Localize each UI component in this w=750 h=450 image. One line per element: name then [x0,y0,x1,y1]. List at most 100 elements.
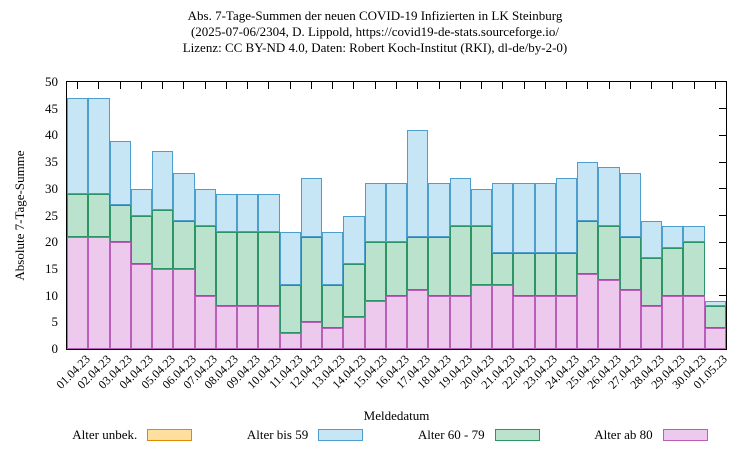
bar-segment [279,284,301,333]
y-tick-label: 35 [45,154,58,170]
bar-segment [704,327,726,349]
x-tick-mark [374,82,376,89]
legend-item: Alter unbek. [72,427,193,443]
x-tick-mark [98,82,100,89]
bar-segment [343,316,365,349]
bar-segment [449,295,471,349]
bar-segment [640,258,663,307]
bar-segment [470,188,493,227]
x-tick-mark [310,82,312,89]
y-tick-mark [719,241,726,243]
bar-segment [194,188,216,227]
bar-segment [343,215,365,264]
bar-segment [130,215,153,264]
legend-swatch [662,429,708,441]
y-tick-label: 15 [45,260,58,276]
bar-segment [449,178,471,227]
bar-segment [364,183,386,243]
bar-segment [152,151,174,211]
x-tick-mark [672,82,674,89]
y-tick-mark [719,295,726,297]
bar-segment [279,231,301,285]
y-tick-mark [719,215,726,216]
x-tick-mark [162,82,164,89]
bar-segment [237,194,259,232]
bar-segment [130,263,153,349]
chart-title-line-1: Abs. 7-Tage-Summen der neuen COVID-19 In… [187,8,563,23]
y-tick-label: 30 [45,180,58,196]
x-tick-mark [587,82,589,89]
bar-segment [577,162,599,221]
y-tick-mark [719,268,726,270]
x-axis-title: Meldedatum [363,408,430,423]
plot-area [66,81,727,350]
x-tick-mark [459,82,461,89]
bar-segment [428,295,450,349]
bar-segment [470,284,493,349]
bar-segment [662,226,684,248]
bar-segment [407,290,429,349]
y-tick-label: 0 [51,341,59,356]
bar-segment [704,300,726,307]
bar-segment [215,306,238,349]
y-tick-label: 25 [45,207,58,223]
bar-segment [279,332,301,349]
bar-segment [194,295,216,349]
legend-item: Alter bis 59 [247,427,364,443]
bar-segment [173,220,195,269]
x-tick-mark [714,82,716,89]
x-tick-mark [225,82,227,89]
bar-segment [173,268,195,349]
bar-segment [300,178,323,237]
chart-title-line-2: (2025-07-06/2304, D. Lippold, https://co… [190,24,560,39]
x-tick-mark [629,82,631,89]
bar-segment [215,194,238,232]
bar-segment [555,252,578,296]
bar-segment [88,194,110,237]
bar-segment [513,252,535,296]
x-tick-mark [396,82,397,89]
bar-segment [619,172,641,237]
bar-segment [534,252,556,296]
legend-label: Alter unbek. [72,427,138,442]
bar-segment [619,236,641,291]
bar-segment [662,295,684,349]
bar-segment [428,183,450,237]
bar-segment [88,236,110,349]
bar-segment [109,204,131,243]
x-tick-mark [438,82,440,89]
bar-segment [322,231,344,285]
bar-segment [322,327,344,349]
x-tick-mark [268,82,270,89]
x-tick-mark [247,82,249,89]
legend-item: Alter 60 - 79 [418,427,540,443]
bar-segment [640,220,663,259]
legend-swatch [318,429,364,441]
bar-segment [577,274,599,349]
bar-segment [385,242,408,296]
legend-item: Alter ab 80 [594,427,708,443]
chart-title: Abs. 7-Tage-Summen der neuen COVID-19 In… [0,8,750,56]
bar-segment [534,295,556,349]
x-tick-mark [523,82,525,89]
bar-segment [492,183,514,253]
bar-segment [598,226,620,280]
bar-segment [492,252,514,285]
x-tick-mark [332,82,334,89]
bar-segment [300,322,323,349]
bar-segment [598,167,620,227]
y-tick-label: 50 [45,74,58,89]
bar-segment [534,183,556,253]
legend-label: Alter 60 - 79 [417,427,485,442]
bar-segment [385,183,408,243]
bar-segment [513,183,535,253]
bar-segment [555,178,578,253]
bar-segment [173,172,195,221]
bar-segment [364,242,386,301]
x-tick-mark [502,82,504,89]
y-tick-label: 20 [45,234,58,250]
x-tick-mark [119,82,121,89]
bar-segment [598,279,620,349]
bar-segment [470,226,493,285]
bar-segment [428,236,450,296]
